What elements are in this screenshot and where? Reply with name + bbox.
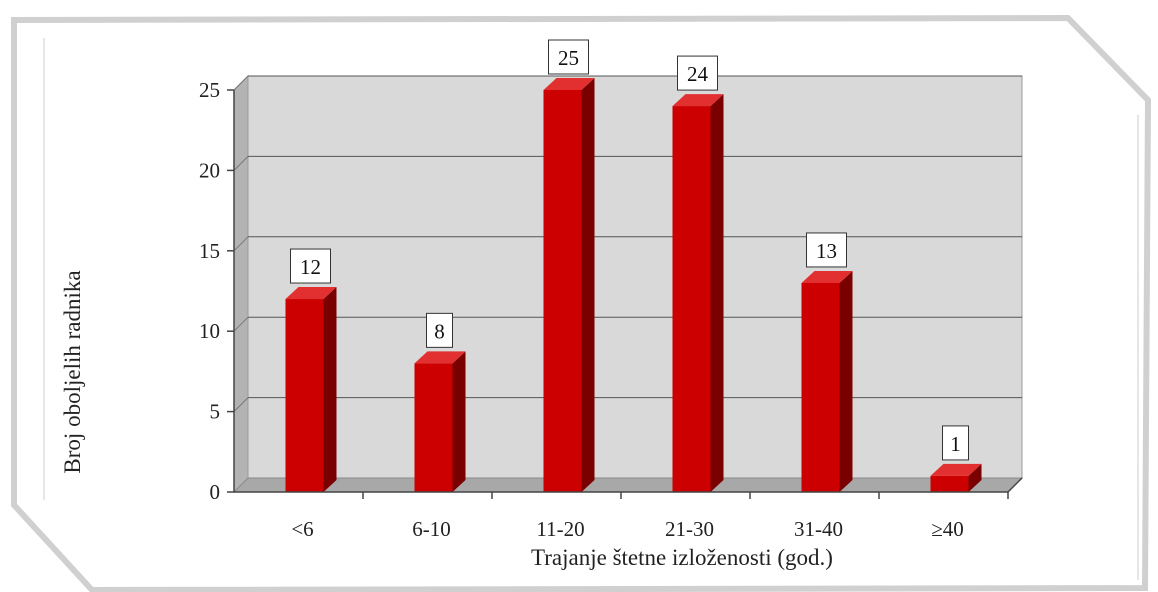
- x-axis-depth-line: [1007, 477, 1023, 493]
- y-tick-label: 10: [199, 319, 220, 343]
- bar-side: [581, 78, 595, 492]
- bar: [543, 90, 582, 492]
- plot-floor: [232, 477, 1024, 493]
- x-tick-label: 11-20: [536, 517, 584, 541]
- gridline-side: [233, 397, 249, 412]
- y-tick-label: 15: [199, 239, 220, 263]
- bar: [285, 299, 324, 492]
- data-label: 12: [300, 255, 321, 279]
- bar-top: [543, 78, 595, 90]
- x-tick-label: <6: [291, 517, 313, 541]
- bar-top: [930, 463, 982, 476]
- x-axis-title: Trajanje štetne izloženosti (god.): [531, 545, 833, 570]
- x-tick-label: ≥40: [931, 517, 964, 541]
- y-axis: 0 5 10 15 20 25: [199, 78, 235, 504]
- data-label-box: [290, 248, 331, 284]
- x-tick-label: 21-30: [665, 517, 714, 541]
- bar-top: [414, 351, 466, 364]
- bar-side: [323, 287, 337, 492]
- bar-side: [710, 94, 724, 492]
- x-tick-label: 31-40: [794, 517, 843, 541]
- data-label: 13: [816, 239, 837, 263]
- data-label-box: [677, 55, 718, 91]
- data-label: 1: [950, 432, 961, 456]
- bar-side: [839, 270, 853, 492]
- bar: [930, 475, 969, 492]
- y-tick-label: 25: [199, 78, 220, 102]
- data-label-box: [942, 425, 969, 461]
- y-tick-label: 5: [210, 400, 221, 424]
- bar: [414, 363, 453, 492]
- bar: [801, 282, 840, 492]
- gridlines: [233, 75, 1022, 412]
- data-label: 24: [687, 62, 709, 86]
- data-label-box: [426, 312, 453, 348]
- bar-side: [452, 351, 466, 492]
- y-tick-label: 20: [199, 158, 220, 182]
- bar-top: [672, 94, 724, 107]
- y-axis-title: Broj oboljelih radnika: [60, 270, 85, 473]
- x-axis: <6 6-10 11-20 21-30 31-40 ≥40: [234, 477, 1023, 541]
- plot-side-wall: [233, 74, 249, 494]
- data-label-box: [548, 39, 589, 75]
- data-label-box: [806, 232, 847, 268]
- plot-back-wall: [247, 75, 1023, 479]
- gridline-side: [233, 236, 249, 252]
- x-tick-label: 6-10: [412, 517, 451, 541]
- data-label: 8: [434, 319, 445, 343]
- y-tick-label: 0: [210, 480, 221, 504]
- gridline-side: [233, 316, 249, 332]
- bar-top: [285, 287, 337, 300]
- bar: [672, 106, 711, 492]
- bars: 12 8 25 24 13 1: [285, 39, 982, 492]
- gridline-side: [233, 75, 249, 91]
- gridline-side: [233, 156, 249, 171]
- bar-top: [801, 270, 853, 283]
- data-label: 25: [558, 46, 579, 70]
- bar-side: [968, 463, 982, 492]
